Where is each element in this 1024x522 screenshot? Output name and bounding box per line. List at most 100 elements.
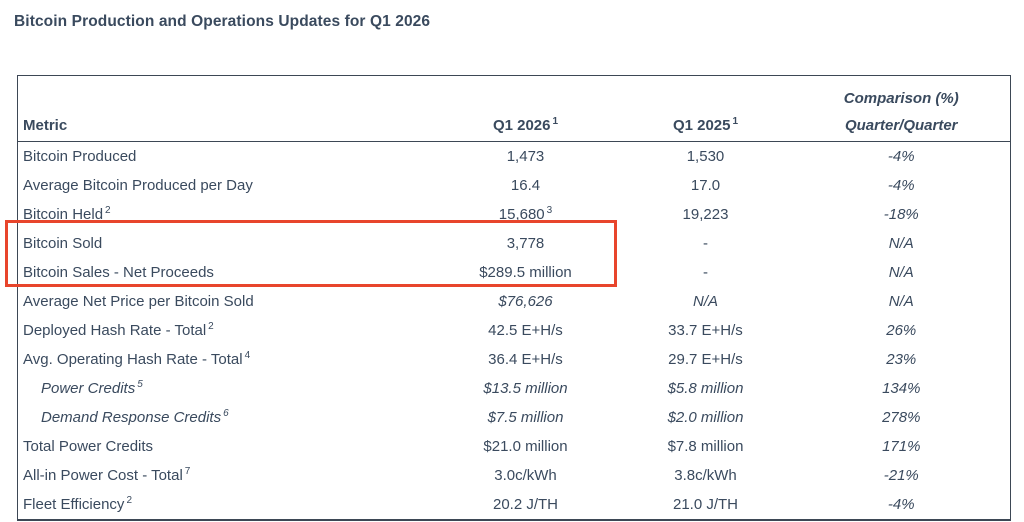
q1-2025-value: 29.7 E+H/s: [668, 351, 743, 368]
table-header-row: Metric Q1 2026 1 Q1 2025 1 Comparison (%) …: [17, 75, 1011, 142]
comparison-value: -18%: [883, 206, 919, 223]
q1-2025-value-cell: 19,223: [619, 200, 793, 229]
comparison-value-cell: 278%: [793, 403, 1011, 432]
q1-2025-value: N/A: [692, 293, 718, 310]
comparison-value: -4%: [887, 177, 915, 194]
metric-label: Bitcoin Produced: [23, 148, 137, 165]
q1-2025-value: $2.0 million: [667, 409, 744, 426]
q1-2026-value: 36.4 E+H/s: [488, 351, 563, 368]
metric-label: Bitcoin Sold: [23, 235, 103, 252]
q1-2025-value: 3.8c/kWh: [674, 467, 737, 484]
q1-2025-value-cell: 33.7 E+H/s: [619, 316, 793, 345]
metric-footnote: 7: [184, 466, 191, 477]
q1-2025-value: 1,530: [686, 148, 725, 165]
q1-2026-value-cell: $7.5 million: [433, 403, 619, 432]
q1-2025-value-cell: 1,530: [619, 142, 793, 172]
q1-2025-value: 33.7 E+H/s: [668, 322, 743, 339]
col-header-q1-2026: Q1 2026 1: [432, 75, 619, 142]
comparison-value-cell: 23%: [793, 345, 1011, 374]
metric-label: Avg. Operating Hash Rate - Total: [23, 351, 243, 368]
table-body: Bitcoin Produced 1,473 1,530 -4% Average Bit…: [17, 142, 1011, 521]
metric-cell: Avg. Operating Hash Rate - Total 4: [18, 345, 433, 374]
metric-cell: Average Net Price per Bitcoin Sold: [18, 287, 433, 316]
comparison-value: -21%: [883, 467, 919, 484]
comparison-value-cell: -4%: [792, 490, 1011, 521]
comparison-value-cell: -18%: [793, 200, 1011, 229]
metric-label: Bitcoin Held: [23, 206, 104, 223]
q1-2026-value-cell: 3,778: [433, 229, 619, 258]
q1-2026-value-cell: 42.5 E+H/s: [433, 316, 619, 345]
q1-2026-value-footnote: 3: [546, 205, 553, 216]
q1-2026-header-footnote: 1: [552, 116, 559, 127]
q1-2026-value: 3.0c/kWh: [494, 467, 557, 484]
comparison-value: 278%: [882, 409, 921, 426]
q1-2025-value: $7.8 million: [667, 438, 744, 455]
metric-footnote: 2: [105, 205, 111, 216]
metric-label: Power Credits: [41, 380, 136, 397]
q1-2025-value: 17.0: [690, 177, 721, 194]
q1-2026-value-cell: $76,626: [433, 287, 619, 316]
q1-2026-value: $21.0 million: [483, 438, 568, 455]
q1-2026-value: 1,473: [506, 148, 545, 165]
table-row: Average Net Price per Bitcoin Sold $76,62…: [18, 287, 1011, 316]
col-header-comparison: Comparison (%) Quarter/Quarter: [792, 75, 1011, 142]
metric-cell: All-in Power Cost - Total 7: [18, 461, 433, 490]
table-row: All-in Power Cost - Total 7 3.0c/kWh 3.8c/k…: [18, 461, 1011, 490]
q1-2025-value: 21.0 J/TH: [672, 496, 739, 513]
metric-label: Demand Response Credits: [41, 409, 222, 426]
q1-2026-value-cell: 1,473: [433, 142, 619, 172]
q1-2026-value: 20.2 J/TH: [492, 496, 559, 513]
comparison-value-cell: 171%: [793, 432, 1011, 461]
comparison-value-cell: N/A: [793, 287, 1011, 316]
metric-cell: Bitcoin Held 2: [18, 200, 433, 229]
q1-2026-value: 42.5 E+H/s: [488, 322, 563, 339]
metric-header-label: Metric: [23, 117, 68, 134]
comparison-value: N/A: [888, 264, 914, 281]
comparison-value: 26%: [886, 322, 917, 339]
metric-footnote: 4: [244, 350, 251, 361]
comparison-value: N/A: [888, 293, 914, 310]
metric-label: All-in Power Cost - Total: [23, 467, 183, 484]
metric-cell: Fleet Efficiency 2: [17, 490, 433, 521]
comparison-header-line1: Comparison (%): [843, 90, 959, 107]
metric-label: Average Net Price per Bitcoin Sold: [23, 293, 254, 310]
table-row: Deployed Hash Rate - Total 2 42.5 E+H/s 33.…: [18, 316, 1011, 345]
q1-2025-value-cell: 17.0: [619, 171, 793, 200]
q1-2025-value-cell: 3.8c/kWh: [619, 461, 793, 490]
comparison-value: 171%: [882, 438, 921, 455]
table-row: Bitcoin Held 2 15,680 3 19,223 -18%: [18, 200, 1011, 229]
table-row: Avg. Operating Hash Rate - Total 4 36.4 E+…: [18, 345, 1011, 374]
col-header-q1-2025: Q1 2025 1: [618, 75, 793, 142]
q1-2026-value: $7.5 million: [487, 409, 564, 426]
comparison-value: N/A: [888, 235, 914, 252]
q1-2025-header-footnote: 1: [732, 116, 739, 127]
table-row: Total Power Credits $21.0 million $7.8 mil…: [18, 432, 1011, 461]
comparison-value: -4%: [887, 496, 915, 513]
q1-2026-value-cell: 16.4: [433, 171, 619, 200]
page-title: Bitcoin Production and Operations Update…: [14, 13, 431, 30]
q1-2026-value-cell: 36.4 E+H/s: [433, 345, 619, 374]
metric-footnote: 2: [126, 495, 132, 506]
production-operations-table: Metric Q1 2026 1 Q1 2025 1 Comparison (%) …: [17, 75, 1011, 521]
metric-cell: Average Bitcoin Produced per Day: [18, 171, 433, 200]
metric-cell: Total Power Credits: [18, 432, 433, 461]
q1-2025-header-label: Q1 2025: [672, 117, 731, 134]
q1-2025-value: 19,223: [682, 206, 729, 223]
table-row: Average Bitcoin Produced per Day 16.4 17.0…: [18, 171, 1011, 200]
col-header-metric: Metric: [17, 75, 433, 142]
q1-2025-value-cell: 29.7 E+H/s: [619, 345, 793, 374]
q1-2025-value-cell: -: [619, 229, 793, 258]
comparison-value-cell: -4%: [793, 142, 1011, 172]
table-row: Demand Response Credits 6 $7.5 million $2.0…: [18, 403, 1011, 432]
comparison-header-line2: Quarter/Quarter: [844, 117, 958, 134]
q1-2026-value: $76,626: [498, 293, 553, 310]
q1-2026-value: $289.5 million: [479, 264, 572, 281]
table-row: Fleet Efficiency 2 20.2 J/TH 21.0 J/TH -4%: [17, 490, 1011, 521]
metric-label: Deployed Hash Rate - Total: [23, 322, 207, 339]
q1-2026-value-cell: $21.0 million: [433, 432, 619, 461]
q1-2025-value: -: [703, 235, 708, 252]
q1-2025-value: $5.8 million: [667, 380, 744, 397]
comparison-value: 23%: [886, 351, 917, 368]
table-row: Power Credits 5 $13.5 million $5.8 million 1…: [18, 374, 1011, 403]
